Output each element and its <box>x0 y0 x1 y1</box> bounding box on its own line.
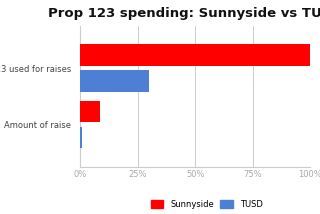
Legend: Sunnyside, TUSD: Sunnyside, TUSD <box>148 196 266 212</box>
Bar <box>80 70 149 92</box>
Bar <box>80 127 82 148</box>
Bar <box>80 44 310 66</box>
Bar <box>80 101 100 122</box>
Title: Prop 123 spending: Sunnyside vs TUSD: Prop 123 spending: Sunnyside vs TUSD <box>48 7 320 20</box>
